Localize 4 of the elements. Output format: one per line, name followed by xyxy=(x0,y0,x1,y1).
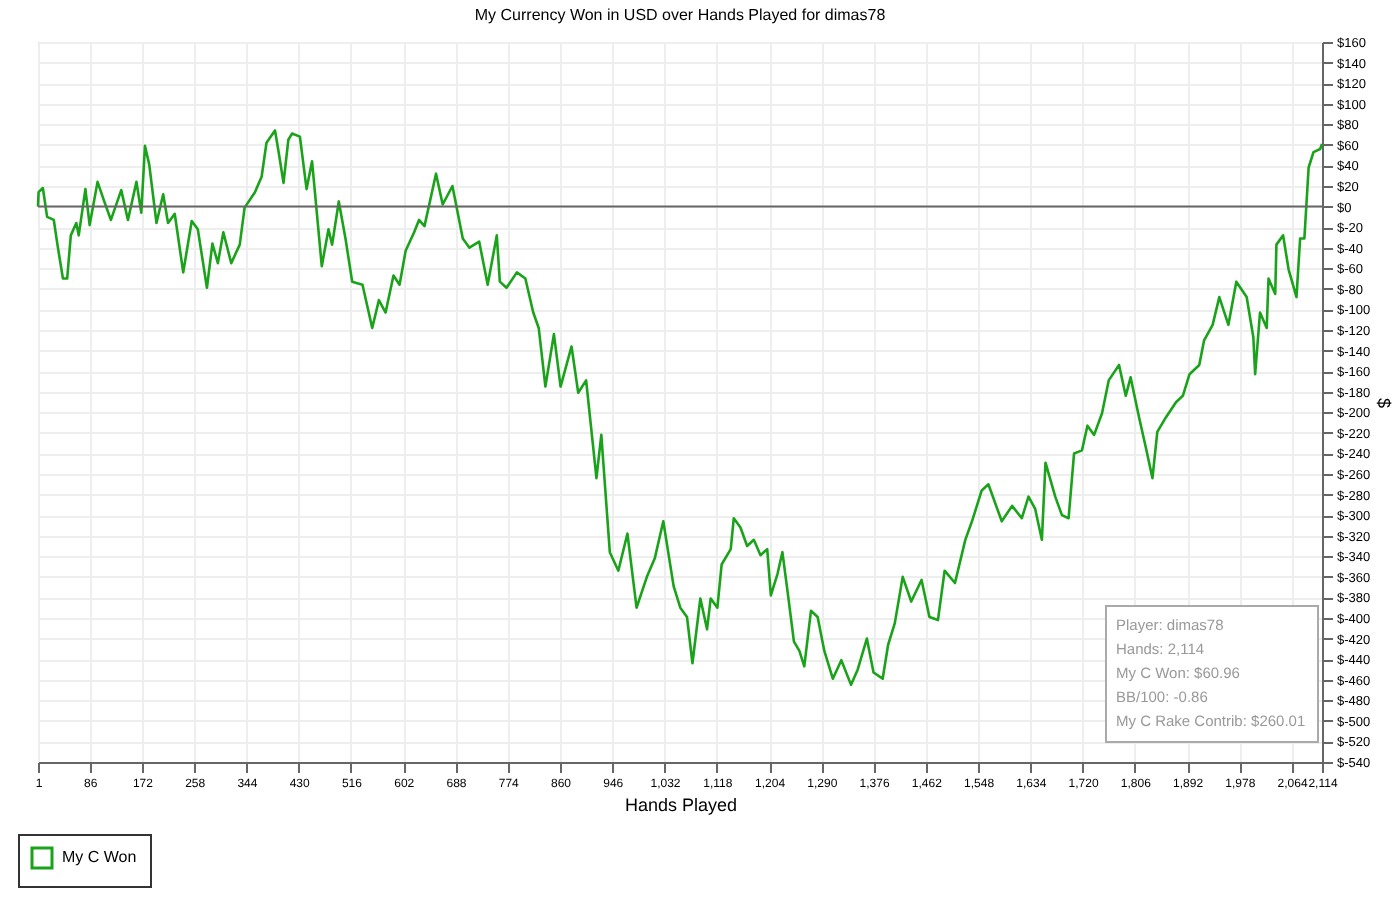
y-axis-title: $ xyxy=(1374,397,1395,409)
x-axis-title: Hands Played xyxy=(624,795,738,815)
legend-label: My C Won xyxy=(62,848,137,866)
chart-title: My Currency Won in USD over Hands Played for dimas78 xyxy=(474,6,887,24)
